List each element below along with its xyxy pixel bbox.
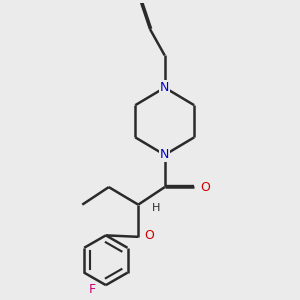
Text: H: H (152, 202, 160, 213)
Text: N: N (160, 148, 169, 161)
Text: O: O (200, 181, 210, 194)
Text: O: O (145, 229, 154, 242)
Text: F: F (89, 283, 96, 296)
Text: N: N (160, 81, 169, 94)
